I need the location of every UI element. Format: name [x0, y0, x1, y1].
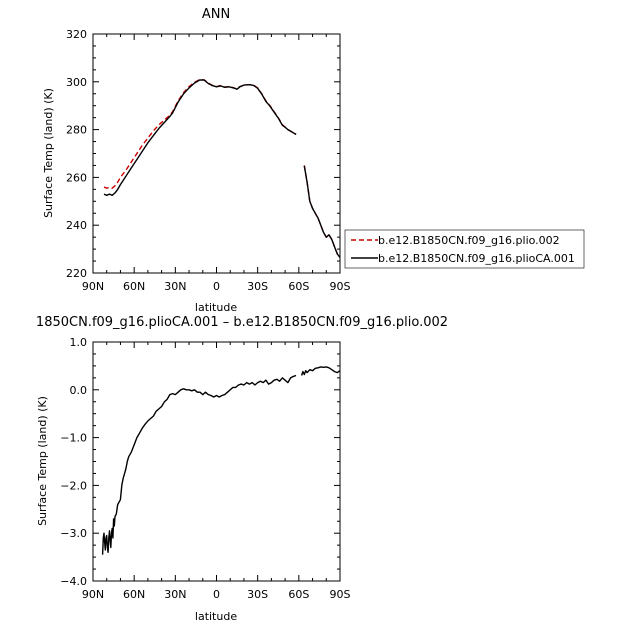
- top-x-tick-label: 60N: [123, 280, 145, 293]
- top-series-0-line-segment-1: [303, 165, 341, 258]
- bottom-plot-frame: [92, 341, 341, 582]
- bottom-panel-title: 1850CN.f09_g16.plioCA.001 – b.e12.B1850C…: [36, 315, 448, 330]
- top-plot-area: 90N 60N 30N 0 30S 60S 90S 220 240 260 280 300 320: [66, 28, 351, 293]
- top-y-tick-label: 240: [66, 219, 87, 232]
- bottom-x-tick-label: 0: [213, 588, 220, 601]
- top-plot-frame: [92, 33, 341, 274]
- bottom-y-tick-label: 0.0: [70, 384, 88, 397]
- bottom-panel: 1850CN.f09_g16.plioCA.001 – b.e12.B1850C…: [36, 315, 448, 623]
- top-x-axis-label: latitude: [195, 301, 237, 314]
- top-x-tick-label: 30N: [164, 280, 186, 293]
- bottom-y-tick-label: −3.0: [60, 527, 87, 540]
- top-x-tick-label: 0: [213, 280, 220, 293]
- top-panel: ANN 90N 60N 30N 0 30S 60S 90S 220 240 260 280 300 32…: [42, 7, 351, 314]
- top-y-tick-label: 320: [66, 28, 87, 41]
- legend-frame: [344, 229, 585, 269]
- bottom-y-tick-label: 1.0: [70, 336, 88, 349]
- top-x-tick-label: 60S: [288, 280, 309, 293]
- top-y-tick-label: 220: [66, 267, 87, 280]
- bottom-plot-area: 90N 60N 30N 0 30S 60S 90S −4.0 −3.0 −2.0 −1.0 0.0 1.…: [60, 336, 350, 601]
- bottom-x-tick-label: 90S: [330, 588, 351, 601]
- top-x-tick-label: 90N: [82, 280, 104, 293]
- top-y-axis-label: Surface Temp (land) (K): [42, 88, 55, 218]
- bottom-x-tick-label: 30N: [164, 588, 186, 601]
- top-y-tick-label: 260: [66, 171, 87, 184]
- bottom-x-tick-label: 60N: [123, 588, 145, 601]
- top-y-tick-label: 300: [66, 76, 87, 89]
- top-panel-title: ANN: [202, 7, 230, 22]
- bottom-x-tick-label: 60S: [288, 588, 309, 601]
- bottom-series-0-line-segment-0: [101, 374, 297, 555]
- bottom-x-tick-label: 30S: [247, 588, 268, 601]
- bottom-x-tick-label: 90N: [82, 588, 104, 601]
- legend: b.e12.B1850CN.f09_g16.plio.002 b.e12.B18…: [344, 229, 585, 269]
- bottom-y-axis-label: Surface Temp (land) (K): [36, 396, 49, 526]
- bottom-series-0-line-segment-1: [300, 366, 341, 376]
- bottom-y-tick-label: −2.0: [60, 479, 87, 492]
- legend-entry-plio: b.e12.B1850CN.f09_g16.plio.002: [378, 234, 560, 247]
- legend-entry-plioca: b.e12.B1850CN.f09_g16.plioCA.001: [378, 252, 575, 265]
- top-series-0-line-segment-0: [103, 78, 297, 189]
- top-x-tick-label: 30S: [247, 280, 268, 293]
- bottom-y-tick-label: −1.0: [60, 432, 87, 445]
- top-series-1-line-segment-0: [103, 79, 297, 196]
- top-series-1-line-segment-1: [303, 165, 341, 258]
- bottom-y-tick-label: −4.0: [60, 575, 87, 588]
- top-x-tick-label: 90S: [330, 280, 351, 293]
- bottom-x-axis-label: latitude: [195, 610, 237, 623]
- top-y-tick-label: 280: [66, 124, 87, 137]
